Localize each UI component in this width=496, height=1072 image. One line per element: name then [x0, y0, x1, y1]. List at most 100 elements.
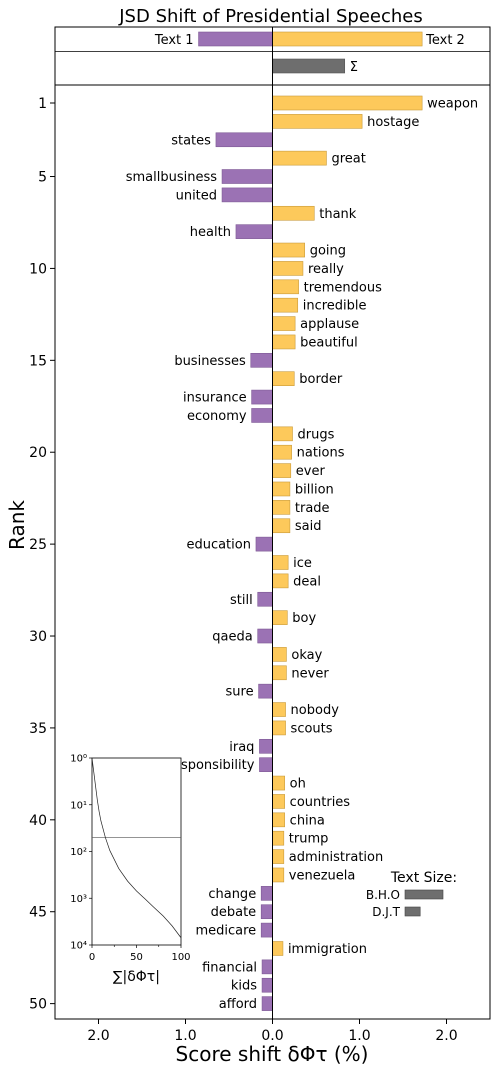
label-medicare: medicare — [195, 924, 256, 939]
label-boy: boy — [292, 611, 316, 626]
bar-iraq — [259, 738, 273, 754]
label-states: states — [171, 133, 211, 148]
inset-y-tick-label-3: 10³ — [70, 894, 87, 905]
bar-states — [215, 132, 273, 148]
y-tick-label-40: 40 — [29, 813, 47, 829]
label-iraq: iraq — [229, 740, 254, 755]
label-insurance: insurance — [183, 391, 247, 406]
label-nobody: nobody — [291, 703, 340, 718]
label-administration: administration — [289, 850, 383, 865]
bar-great — [272, 150, 327, 166]
bar-trade — [272, 500, 291, 515]
inset-y-tick-label-0: 10⁰ — [70, 754, 87, 765]
word-bars — [215, 95, 423, 1011]
bar-oh — [272, 775, 285, 791]
bar-billion — [272, 481, 291, 497]
bar-drugs — [272, 426, 293, 442]
inset-x-axis-label: ∑|δΦτ| — [113, 969, 160, 985]
label-qaeda: qaeda — [212, 630, 252, 645]
label-trade: trade — [295, 501, 330, 516]
bar-never — [272, 665, 287, 681]
x-tick-label-1: 1.0 — [174, 1028, 196, 1044]
bar-thank — [272, 205, 315, 221]
y-tick-label-5: 5 — [38, 170, 47, 186]
text1-total-bar — [198, 31, 273, 47]
label-responsibility: responsibility — [168, 758, 255, 773]
label-going: going — [310, 244, 346, 259]
bar-venezuela — [272, 867, 285, 883]
label-debate: debate — [211, 905, 257, 920]
bar-qaeda — [257, 628, 273, 644]
text-size-bar-0 — [404, 889, 444, 900]
bar-deal — [272, 573, 289, 589]
label-deal: deal — [293, 574, 321, 589]
bar-afford — [261, 996, 273, 1011]
bar-really — [272, 261, 304, 276]
label-economy: economy — [187, 409, 247, 424]
bar-administration — [272, 849, 285, 864]
inset-y-tick-label-1: 10¹ — [70, 800, 87, 811]
bar-okay — [272, 647, 287, 662]
bar-responsibility — [259, 757, 273, 772]
label-ice: ice — [293, 556, 312, 571]
label-change: change — [208, 887, 256, 902]
bar-trump — [272, 830, 285, 846]
inset-frame — [91, 757, 182, 946]
y-tick-label-15: 15 — [29, 353, 47, 369]
label-incredible: incredible — [303, 299, 367, 314]
bar-financial — [261, 959, 273, 975]
bar-china — [272, 812, 285, 828]
x-tick-label-2: 0.0 — [261, 1028, 283, 1044]
text2-label: Text 2 — [425, 33, 465, 48]
label-venezuela: venezuela — [289, 868, 356, 883]
text-size-bar-1 — [404, 906, 421, 917]
label-drugs: drugs — [298, 427, 335, 442]
label-scouts: scouts — [291, 721, 333, 736]
y-tick-label-35: 35 — [29, 721, 47, 737]
inset-x-tick-label-1: 50 — [130, 952, 143, 963]
label-smallbusiness: smallbusiness — [126, 170, 218, 185]
bar-hostage — [272, 114, 363, 129]
bar-beautiful — [272, 334, 296, 350]
x-axis-label: Score shift δΦτ (%) — [176, 1042, 369, 1066]
inset-y-tick-label-4: 10⁴ — [70, 941, 87, 952]
sum-bar — [272, 58, 346, 74]
bar-change — [260, 886, 273, 901]
bar-said — [272, 518, 291, 534]
bar-ice — [272, 555, 289, 570]
bar-weapon — [272, 95, 423, 111]
y-tick-label-45: 45 — [29, 905, 47, 921]
bar-immigration — [272, 941, 284, 956]
label-education: education — [186, 538, 251, 553]
label-great: great — [331, 152, 365, 167]
y-tick-label-20: 20 — [29, 445, 47, 461]
label-beautiful: beautiful — [300, 335, 358, 350]
label-oh: oh — [290, 777, 306, 792]
bar-border — [272, 371, 295, 387]
text-size-label-0: B.H.O — [366, 888, 400, 902]
label-border: border — [299, 372, 343, 387]
label-china: china — [290, 813, 325, 828]
text-size-label-1: D.J.T — [372, 905, 400, 919]
sum-label: Σ — [350, 60, 358, 75]
label-tremendous: tremendous — [304, 280, 383, 295]
chart-title: JSD Shift of Presidential Speeches — [118, 6, 423, 27]
label-hostage: hostage — [367, 115, 419, 130]
y-tick-label-50: 50 — [29, 997, 47, 1013]
bar-debate — [260, 904, 273, 920]
bar-ever — [272, 463, 292, 478]
label-financial: financial — [202, 960, 257, 975]
bar-health — [235, 224, 273, 239]
bar-applause — [272, 316, 296, 331]
label-sure: sure — [226, 685, 254, 700]
label-thank: thank — [319, 207, 357, 222]
y-tick-label-10: 10 — [29, 261, 47, 277]
bar-incredible — [272, 297, 299, 313]
x-tick-label-0: 2.0 — [87, 1028, 109, 1044]
bar-tremendous — [272, 279, 299, 295]
bar-countries — [272, 794, 285, 809]
label-kids: kids — [231, 979, 257, 994]
label-trump: trump — [289, 832, 329, 847]
